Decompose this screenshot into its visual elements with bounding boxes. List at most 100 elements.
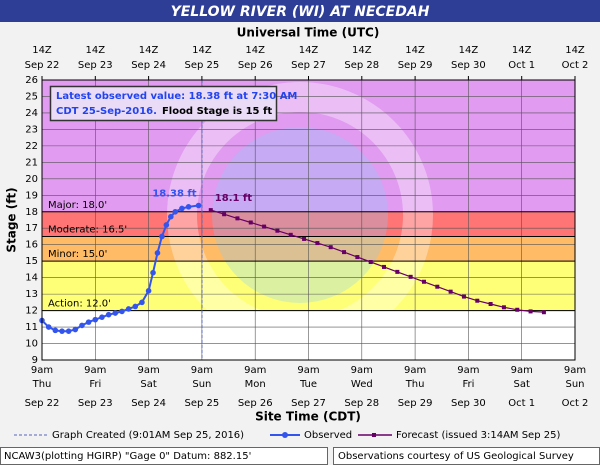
info-line: Latest observed value: 18.38 ft at 7:30 … [56,91,297,102]
forecast-point [488,302,493,306]
x-tick-label: 9am [457,365,479,376]
legend-created: Graph Created (9:01AM Sep 25, 2016) [52,430,244,441]
observed-point [179,205,185,212]
forecast-point [475,298,480,303]
forecast-point [235,216,240,221]
x-tick-weekday: Thu [32,379,52,390]
x-tick-weekday: Sat [513,379,529,390]
x2-tick-label: 14Z [565,45,585,56]
observed-point [132,303,139,310]
y-tick-label: 19 [25,190,38,201]
x-tick-date: Oct 2 [562,398,589,409]
x-tick-label: 9am [244,365,266,376]
observed-point [99,314,105,320]
y-tick-label: 22 [25,141,38,152]
watermark [167,82,433,348]
info-flood-stage: Flood Stage is 15 ft [162,106,272,117]
legend: Graph Created (9:01AM Sep 25, 2016) Obse… [14,430,560,441]
observed-point [52,327,59,334]
forecast-point [368,260,373,264]
x2-tick-date: Sep 29 [398,60,433,71]
forecast-point [222,212,227,217]
y-axis-title: Stage (ft) [5,187,19,252]
value-label: 18.38 ft [152,189,196,200]
observed-point [185,204,192,210]
x-tick-label: 9am [564,365,586,376]
x2-tick-label: 14Z [512,45,532,56]
stage-label: Action: 12.0' [48,299,111,310]
observed-point [150,269,156,276]
x-tick-weekday: Mon [245,379,266,390]
plot-area: Major: 18.0' Moderate: 16.5' Minor: 15.0' A… [39,79,576,361]
x-tick-date: Sep 27 [291,398,326,409]
observed-point [79,322,85,329]
y-tick-label: 21 [25,157,38,168]
info-box [49,85,278,122]
x2-tick-date: Sep 25 [185,60,220,71]
series-line [210,209,544,313]
observed-point [125,306,132,312]
x2-tick-label: 14Z [405,45,425,56]
x2-tick-date: Sep 26 [238,60,273,71]
forecast-point [448,289,453,294]
x2-tick-label: 14Z [459,45,479,56]
forecast-point [395,269,400,274]
forecast-point [248,220,253,225]
forecast-point [355,255,360,260]
y-tick-label: 16 [25,240,38,251]
observed-point [59,328,65,334]
x-tick-label: 9am [297,365,319,376]
legend-forecast: Forecast (issued 3:14AM Sep 25) [396,430,560,441]
x2-tick-label: 14Z [192,45,212,56]
x-tick-weekday: Fri [89,379,101,390]
x-tick-weekday: Sat [140,379,156,390]
forecast-point [208,208,213,213]
observed-point [85,319,92,325]
observed-point [65,328,72,334]
observed-point [92,316,99,323]
x-tick-date: Sep 25 [185,398,220,409]
forecast-point [342,250,347,255]
x2-tick-label: 14Z [352,45,372,56]
x-tick-weekday: Wed [351,379,373,390]
x2-tick-label: 14Z [86,45,106,56]
observed-point [168,213,174,220]
x-tick-date: Sep 26 [238,398,273,409]
forecast-point [262,224,267,229]
y-tick-label: 11 [25,322,38,333]
y-tick-label: 23 [25,124,38,135]
top-axis-title: Universal Time (UTC) [237,26,380,40]
x2-tick-label: 14Z [299,45,319,56]
forecast-point [541,310,546,315]
chart-title: YELLOW RIVER (WI) AT NECEDAH [171,4,430,20]
footer-right: Observations courtesy of US Geological S… [338,451,574,462]
forecast-point [288,232,293,237]
x2-tick-date: Sep 30 [451,60,486,71]
x2-tick-date: Sep 22 [25,60,60,71]
footer-left: NCAW3(plotting HGIRP) "Gage 0" Datum: 88… [4,451,251,462]
legend-observed: Observed [304,430,352,441]
x-tick-date: Sep 29 [398,398,433,409]
observed-point [172,208,179,215]
x2-tick-label: 14Z [139,45,159,56]
y-tick-label: 24 [25,108,38,119]
y-tick-label: 15 [25,256,38,267]
forecast-point [382,264,387,269]
forecast-point [328,245,333,250]
x-tick-weekday: Thu [405,379,425,390]
x-tick-label: 9am [84,365,106,376]
x-tick-weekday: Tue [299,379,317,390]
x2-tick-label: 14Z [32,45,52,56]
legend-forecast-marker [372,433,376,437]
x-tick-label: 9am [351,365,373,376]
observed-point [154,250,161,256]
stage-label: Minor: 15.0' [48,249,107,260]
forecast-point [528,309,533,314]
y-tick-label: 25 [25,91,38,102]
y-tick-label: 12 [25,306,38,317]
forecast-point [435,284,440,289]
x-axis-title: Site Time (CDT) [255,410,361,424]
y-tick-label: 14 [25,273,38,284]
x-tick-date: Oct 1 [508,398,535,409]
